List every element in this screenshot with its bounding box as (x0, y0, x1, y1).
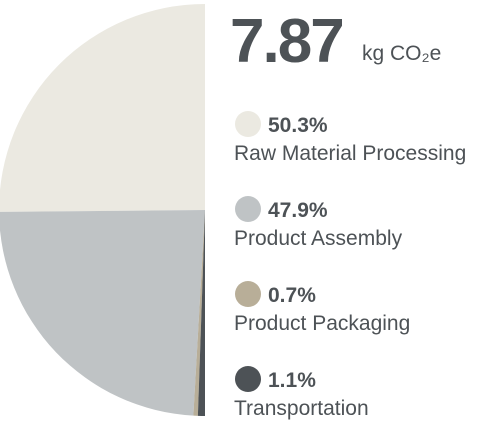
value-label: 1.1% (268, 369, 316, 392)
legend-label: Product Assembly (234, 227, 403, 250)
legend-swatch (235, 366, 261, 392)
legend-label: Raw Material Processing (234, 142, 466, 165)
legend-swatch (235, 111, 261, 137)
total-value: 7.87 (230, 7, 343, 76)
pie-slice (0, 210, 205, 416)
total-unit: kg CO₂e (362, 42, 441, 65)
pie-slice (0, 4, 205, 212)
value-label: 50.3% (268, 114, 328, 137)
legend-label: Product Packaging (234, 312, 410, 335)
legend-label: Transportation (234, 397, 369, 420)
legend-swatch (235, 196, 261, 222)
pie-slice (197, 210, 205, 416)
legend-swatch (235, 281, 261, 307)
value-label: 47.9% (268, 199, 328, 222)
value-label: 0.7% (268, 284, 316, 307)
pie-slice (193, 210, 205, 416)
